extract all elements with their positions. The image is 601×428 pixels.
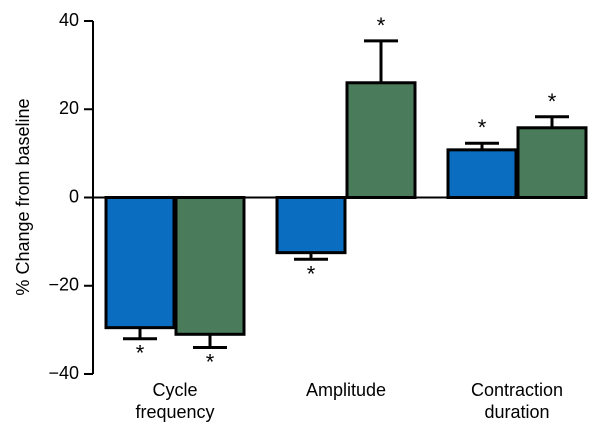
bar (446, 148, 518, 199)
significance-mark: * (377, 13, 386, 38)
bar (345, 81, 417, 199)
y-tick-label: −40 (48, 363, 79, 383)
bar (174, 196, 246, 336)
x-category-label: Contraction duration (471, 380, 563, 422)
bar (516, 126, 588, 199)
y-tick-label: −20 (48, 275, 79, 295)
bar (104, 196, 176, 330)
y-tick-label: 0 (69, 186, 79, 206)
y-tick-label: 20 (59, 98, 79, 118)
y-axis-label: % Change from baseline (13, 98, 33, 295)
plot-area: 40 20 0 −20 −40 * * * * * * Cycle frequency Amplitude… (48, 10, 588, 422)
significance-mark: * (206, 350, 215, 375)
significance-mark: * (307, 261, 316, 286)
y-tick-label: 40 (59, 10, 79, 30)
significance-mark: * (136, 341, 145, 366)
significance-mark: * (548, 89, 557, 114)
bar (275, 196, 347, 255)
x-category-label: Cycle frequency (135, 380, 214, 422)
x-category-label: Amplitude (306, 380, 386, 400)
significance-mark: * (478, 115, 487, 140)
